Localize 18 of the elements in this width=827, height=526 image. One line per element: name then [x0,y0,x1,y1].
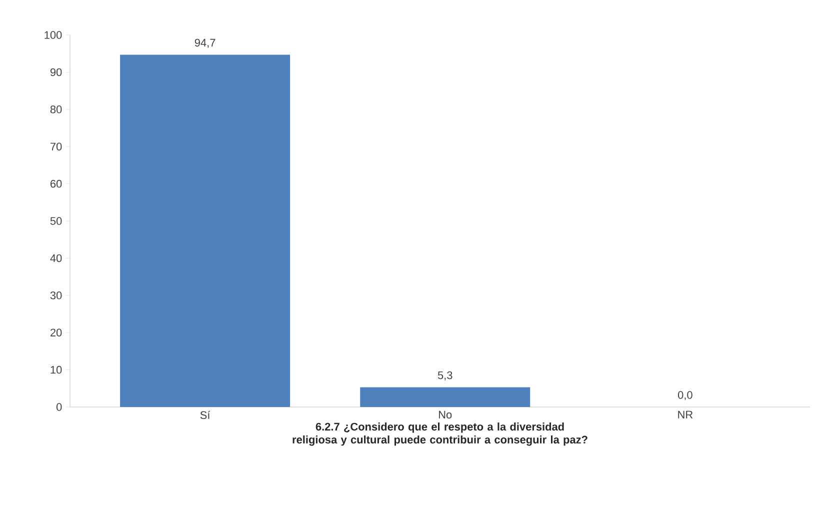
y-tick-label: 100 [44,31,62,39]
y-tick-label: 60 [50,180,62,188]
y-tick-label: 70 [50,142,62,150]
y-tick-label: 20 [50,328,62,336]
x-tick-label: Sí [200,410,210,420]
y-tick-label: 10 [50,366,62,374]
x-tick-label: NR [678,410,693,418]
y-tick-label: 30 [50,292,62,300]
data-label: 94,7 [194,38,216,48]
y-tick-label: 50 [50,217,62,225]
data-label: 5,3 [438,371,452,380]
data-label: 0,0 [678,391,692,400]
y-tick-label: 0 [56,403,62,411]
x-axis-title: 6.2.7 ¿Considero que el respeto a la diversidad religiosa y cultural puede contribuir a conseguir la paz? [292,422,588,446]
y-tick-label: 90 [50,68,62,76]
y-tick-label: 40 [50,254,62,262]
y-tick-label: 80 [50,106,62,114]
x-tick-label: No [439,410,452,418]
